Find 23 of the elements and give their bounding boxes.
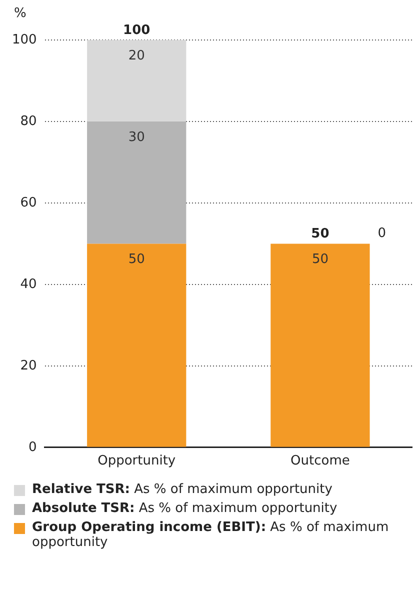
x-tick-label: Outcome <box>290 454 350 469</box>
total-label: 50 <box>311 226 330 242</box>
bar <box>87 121 186 244</box>
y-axis-title: % <box>14 6 26 21</box>
bar <box>270 244 370 447</box>
annotation: 0 <box>378 226 386 242</box>
y-tick-label: 20 <box>20 358 37 374</box>
y-tick-label: 100 <box>12 32 37 48</box>
x-tick-label: Opportunity <box>98 454 176 469</box>
data-label: 50 <box>312 252 328 268</box>
data-label: 50 <box>128 252 145 268</box>
text: Group Operating income (EBIT): As % of maximum opportunity <box>32 520 389 550</box>
legend-label: Relative TSR: As % of maximum opportunity <box>32 482 332 497</box>
bar <box>87 244 186 447</box>
legend-label: Absolute TSR: As % of maximum opportunity <box>32 501 338 516</box>
y-tick-label: 0 <box>28 440 37 455</box>
y-tick-label: 60 <box>20 195 37 210</box>
bar <box>87 40 186 122</box>
total-label: 100 <box>123 22 150 38</box>
y-tick-label: 80 <box>20 114 37 129</box>
y-tick-label: 40 <box>20 276 37 292</box>
data-label: 20 <box>128 48 145 64</box>
data-label: 30 <box>128 130 145 145</box>
